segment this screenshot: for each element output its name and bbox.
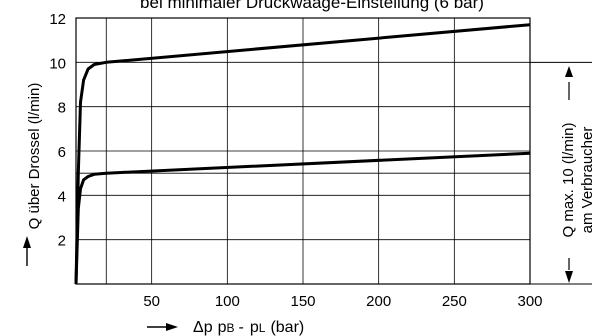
y-tick-label: 12 [49,11,66,28]
y-tick-label: 4 [58,188,66,205]
x-tick-label: 200 [366,293,391,310]
x-axis-sep: - [239,319,244,336]
qmax-label-line1: Q max. 10 (l/min) [560,122,577,237]
x-axis-pl-sub: L [259,321,266,335]
y-tick-label: 6 [58,144,66,161]
series-lines [74,23,531,285]
x-axis-pb: p [218,319,227,336]
x-axis-pl: p [250,319,259,336]
x-tick-labels: 50 100 150 200 250 300 [143,293,542,310]
x-axis-pb-sub: B [227,321,235,335]
series-line-1 [74,23,531,285]
x-axis-arrowhead [166,323,178,331]
x-axis-symbol: Δp [193,319,213,336]
x-axis-label-text: Δp pB - pL (bar) [193,319,304,336]
y-tick-labels: 2 4 6 8 10 12 [49,11,66,250]
y-tick-label: 8 [58,100,66,117]
x-tick-label: 300 [517,293,542,310]
x-axis-unit: (bar) [270,319,304,336]
qmax-annotation: Q max. 10 (l/min) am Verbraucher [530,61,596,285]
x-tick-label: 250 [442,293,467,310]
x-tick-label: 50 [143,293,160,310]
x-tick-label: 150 [290,293,315,310]
qmax-label-line2: am Verbraucher [579,127,596,234]
y-tick-label: 10 [49,55,66,72]
y-axis-arrowhead [23,236,31,248]
qmax-arrow-up-head [565,66,573,77]
qmax-arrow-down-head [565,271,573,283]
y-axis-label-text: Q über Drossel (l/min) [26,83,43,230]
y-tick-label: 2 [58,233,66,250]
grid [76,18,530,284]
plot-frame [75,17,531,285]
chart-title: bei minimaler Druckwaage-Einstellung (6 … [140,0,484,12]
x-axis-label: Δp pB - pL (bar) [147,319,304,336]
series-line-2 [74,151,531,285]
y-axis-label: Q über Drossel (l/min) [23,83,43,266]
x-tick-label: 100 [215,293,240,310]
